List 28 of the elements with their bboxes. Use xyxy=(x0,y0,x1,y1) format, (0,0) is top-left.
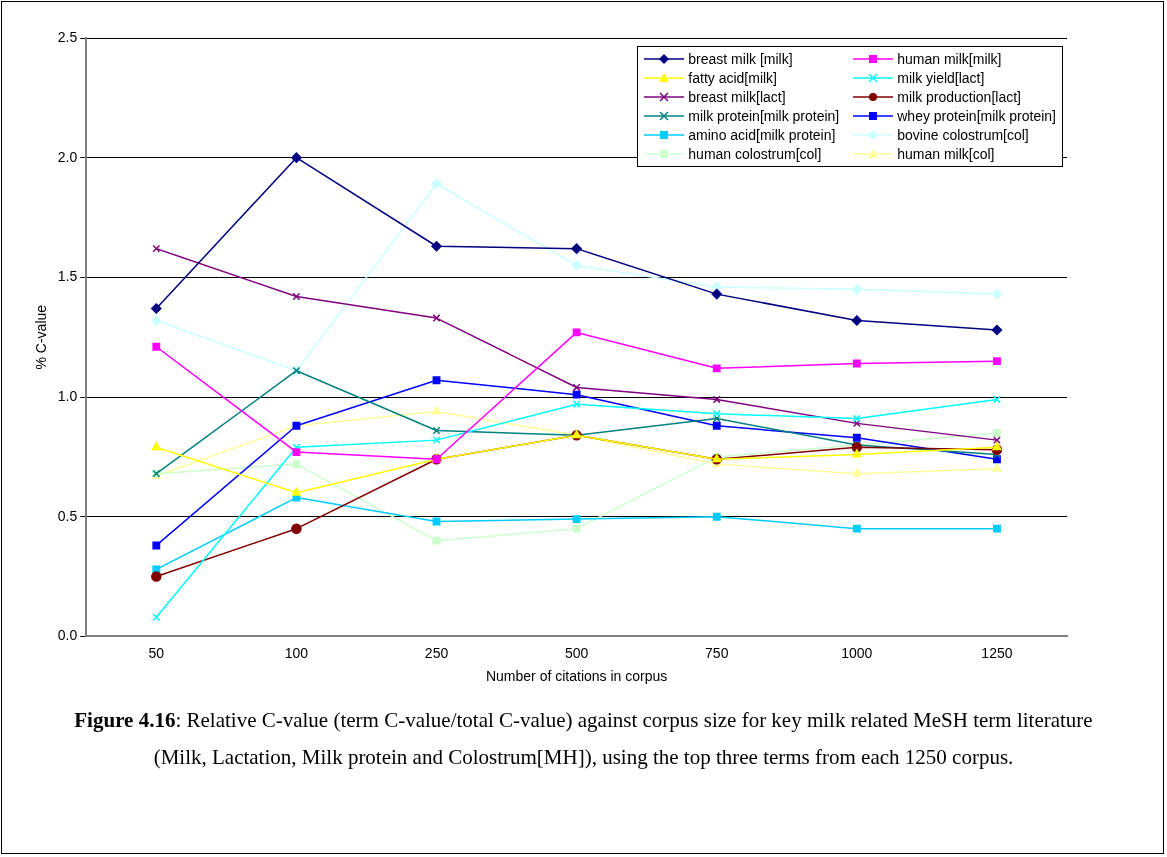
x-tick-label: 250 xyxy=(424,644,449,661)
legend-label: human milk[milk] xyxy=(897,51,1002,67)
legend-label: milk protein[milk protein] xyxy=(688,108,840,124)
legend-label: breast milk [milk] xyxy=(688,51,793,67)
caption: Figure 4.16: Relative C-value (term C-value/total C-value) against corpus size for key milk related MeSH term literature (Milk, Lactation, Milk protein and Colostrum[MH]), using the top three terms from each 1250 corpus. xyxy=(74,708,1093,769)
x-tick-label: 100 xyxy=(284,644,309,661)
y-tick-label: 2.0 xyxy=(57,148,78,165)
y-tick-label: 1.5 xyxy=(57,268,78,285)
legend-label: human milk[col] xyxy=(897,146,995,162)
legend-label: whey protein[milk protein] xyxy=(897,108,1056,124)
legend-label: human colostrum[col] xyxy=(688,146,822,162)
y-tick-label: 0.5 xyxy=(57,507,78,524)
x-tick-label: 500 xyxy=(564,644,589,661)
legend-label: bovine colostrum[col] xyxy=(897,127,1029,143)
y-axis-title: % C-value xyxy=(33,304,50,370)
legend-label: milk yield[lact] xyxy=(897,70,985,86)
y-tick-label: 2.5 xyxy=(57,28,78,45)
y-tick-label: 1.0 xyxy=(57,387,78,404)
legend-label: milk production[lact] xyxy=(897,89,1021,105)
x-tick-label: 50 xyxy=(148,644,165,661)
y-tick-label: 0.0 xyxy=(57,627,78,644)
x-tick-label: 750 xyxy=(705,644,729,661)
x-axis-title: Number of citations in corpus xyxy=(485,668,668,685)
x-tick-label: 1250 xyxy=(981,644,1013,661)
legend-label: amino acid[milk protein] xyxy=(688,127,836,143)
legend-label: fatty acid[milk] xyxy=(688,70,778,86)
legend-label: breast milk[lact] xyxy=(688,89,786,105)
x-tick-label: 1000 xyxy=(841,644,873,661)
